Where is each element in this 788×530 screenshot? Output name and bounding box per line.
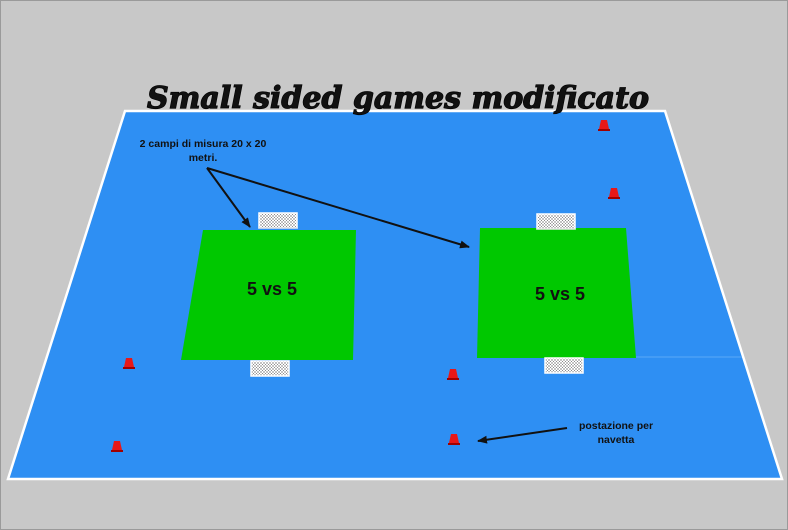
cone-icon: [598, 120, 610, 131]
diagram-title: Small sided games modificato: [147, 81, 649, 116]
goal-icon: [250, 360, 290, 377]
arrow-icon: [206, 167, 470, 249]
arrow-icon: [477, 427, 568, 444]
cone-icon: [111, 441, 123, 452]
goal-icon: [258, 212, 298, 229]
fields-note-line1: 2 campi di misura 20 x 20: [140, 138, 267, 150]
goal-icon: [544, 357, 584, 374]
cone-icon: [447, 369, 459, 380]
small-field-right: [477, 228, 636, 358]
main-pitch: [6, 109, 784, 481]
cone-icon: [448, 434, 460, 445]
station-note-line2: navetta: [598, 434, 635, 446]
station-note-line1: postazione per: [579, 420, 653, 432]
fields-note-line2: metri.: [189, 152, 218, 164]
field-label-left: 5 vs 5: [247, 279, 297, 299]
cone-icon: [123, 358, 135, 369]
small-field-left: [181, 230, 356, 360]
arrow-icon: [206, 167, 251, 228]
goal-icon: [536, 213, 576, 230]
field-label-right: 5 vs 5: [535, 284, 585, 304]
cone-icon: [608, 188, 620, 199]
